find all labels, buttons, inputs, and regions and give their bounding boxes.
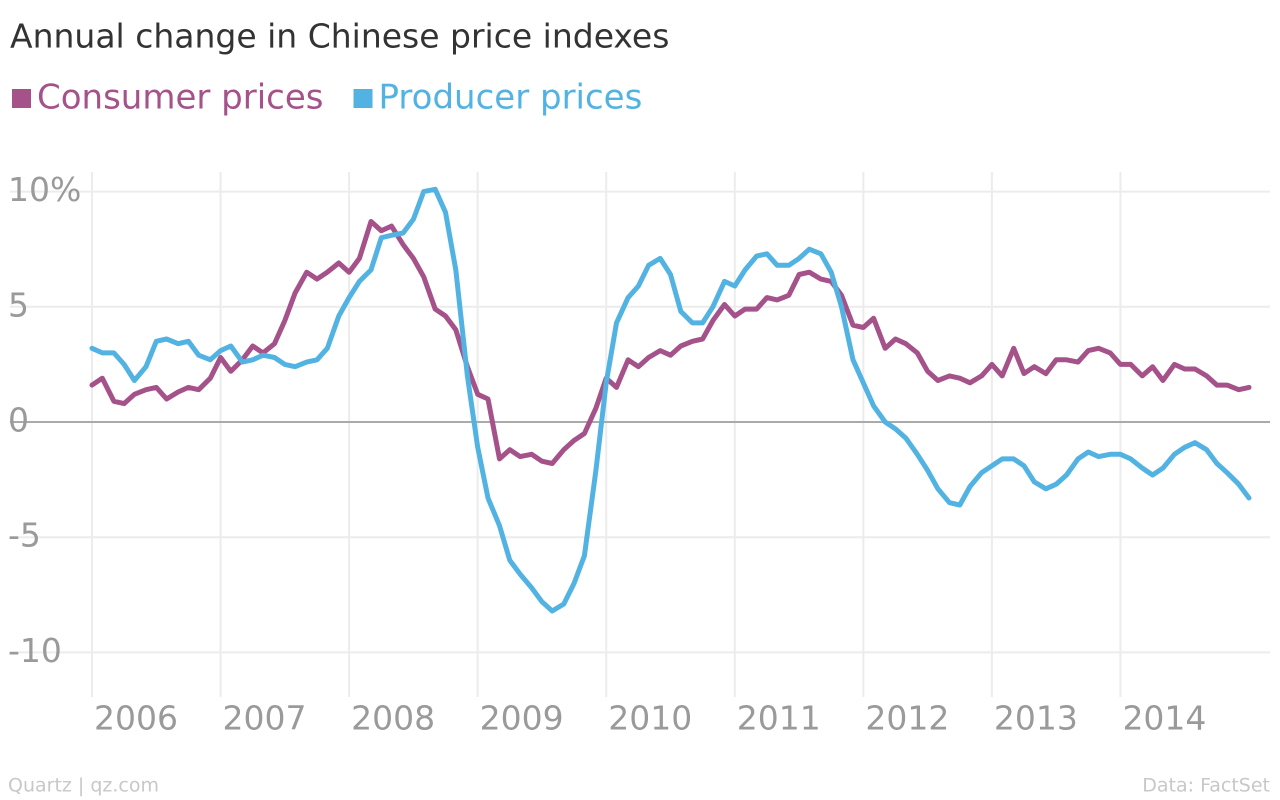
x-tick-label: 2007: [223, 699, 307, 738]
x-tick-label: 2010: [608, 699, 692, 738]
x-tick-label: 2008: [351, 699, 435, 738]
y-tick-label: -5: [8, 516, 41, 555]
x-tick-label: 2012: [865, 699, 949, 738]
legend-label: Consumer prices: [37, 78, 324, 118]
y-tick-label: 5: [8, 285, 29, 324]
y-tick-label: 10%: [8, 170, 81, 209]
source: Quartz | qz.com: [8, 775, 159, 797]
y-tick-label: -10: [8, 631, 62, 670]
legend-swatch: [12, 89, 31, 108]
legend: Consumer prices Producer prices: [12, 78, 642, 118]
x-tick-label: 2011: [737, 699, 821, 738]
x-tick-label: 2006: [94, 699, 178, 738]
y-tick-label: 0: [8, 401, 29, 440]
x-tick-label: 2009: [480, 699, 564, 738]
line-series: [89, 186, 1252, 614]
credit: Data: FactSet: [1142, 775, 1270, 797]
chart-title: Annual change in Chinese price indexes: [10, 17, 669, 56]
line-series: [89, 219, 1252, 466]
x-tick-label: 2013: [994, 699, 1078, 738]
legend-label: Producer prices: [379, 78, 643, 118]
legend-swatch: [353, 89, 373, 108]
x-tick-label: 2014: [1122, 699, 1206, 738]
